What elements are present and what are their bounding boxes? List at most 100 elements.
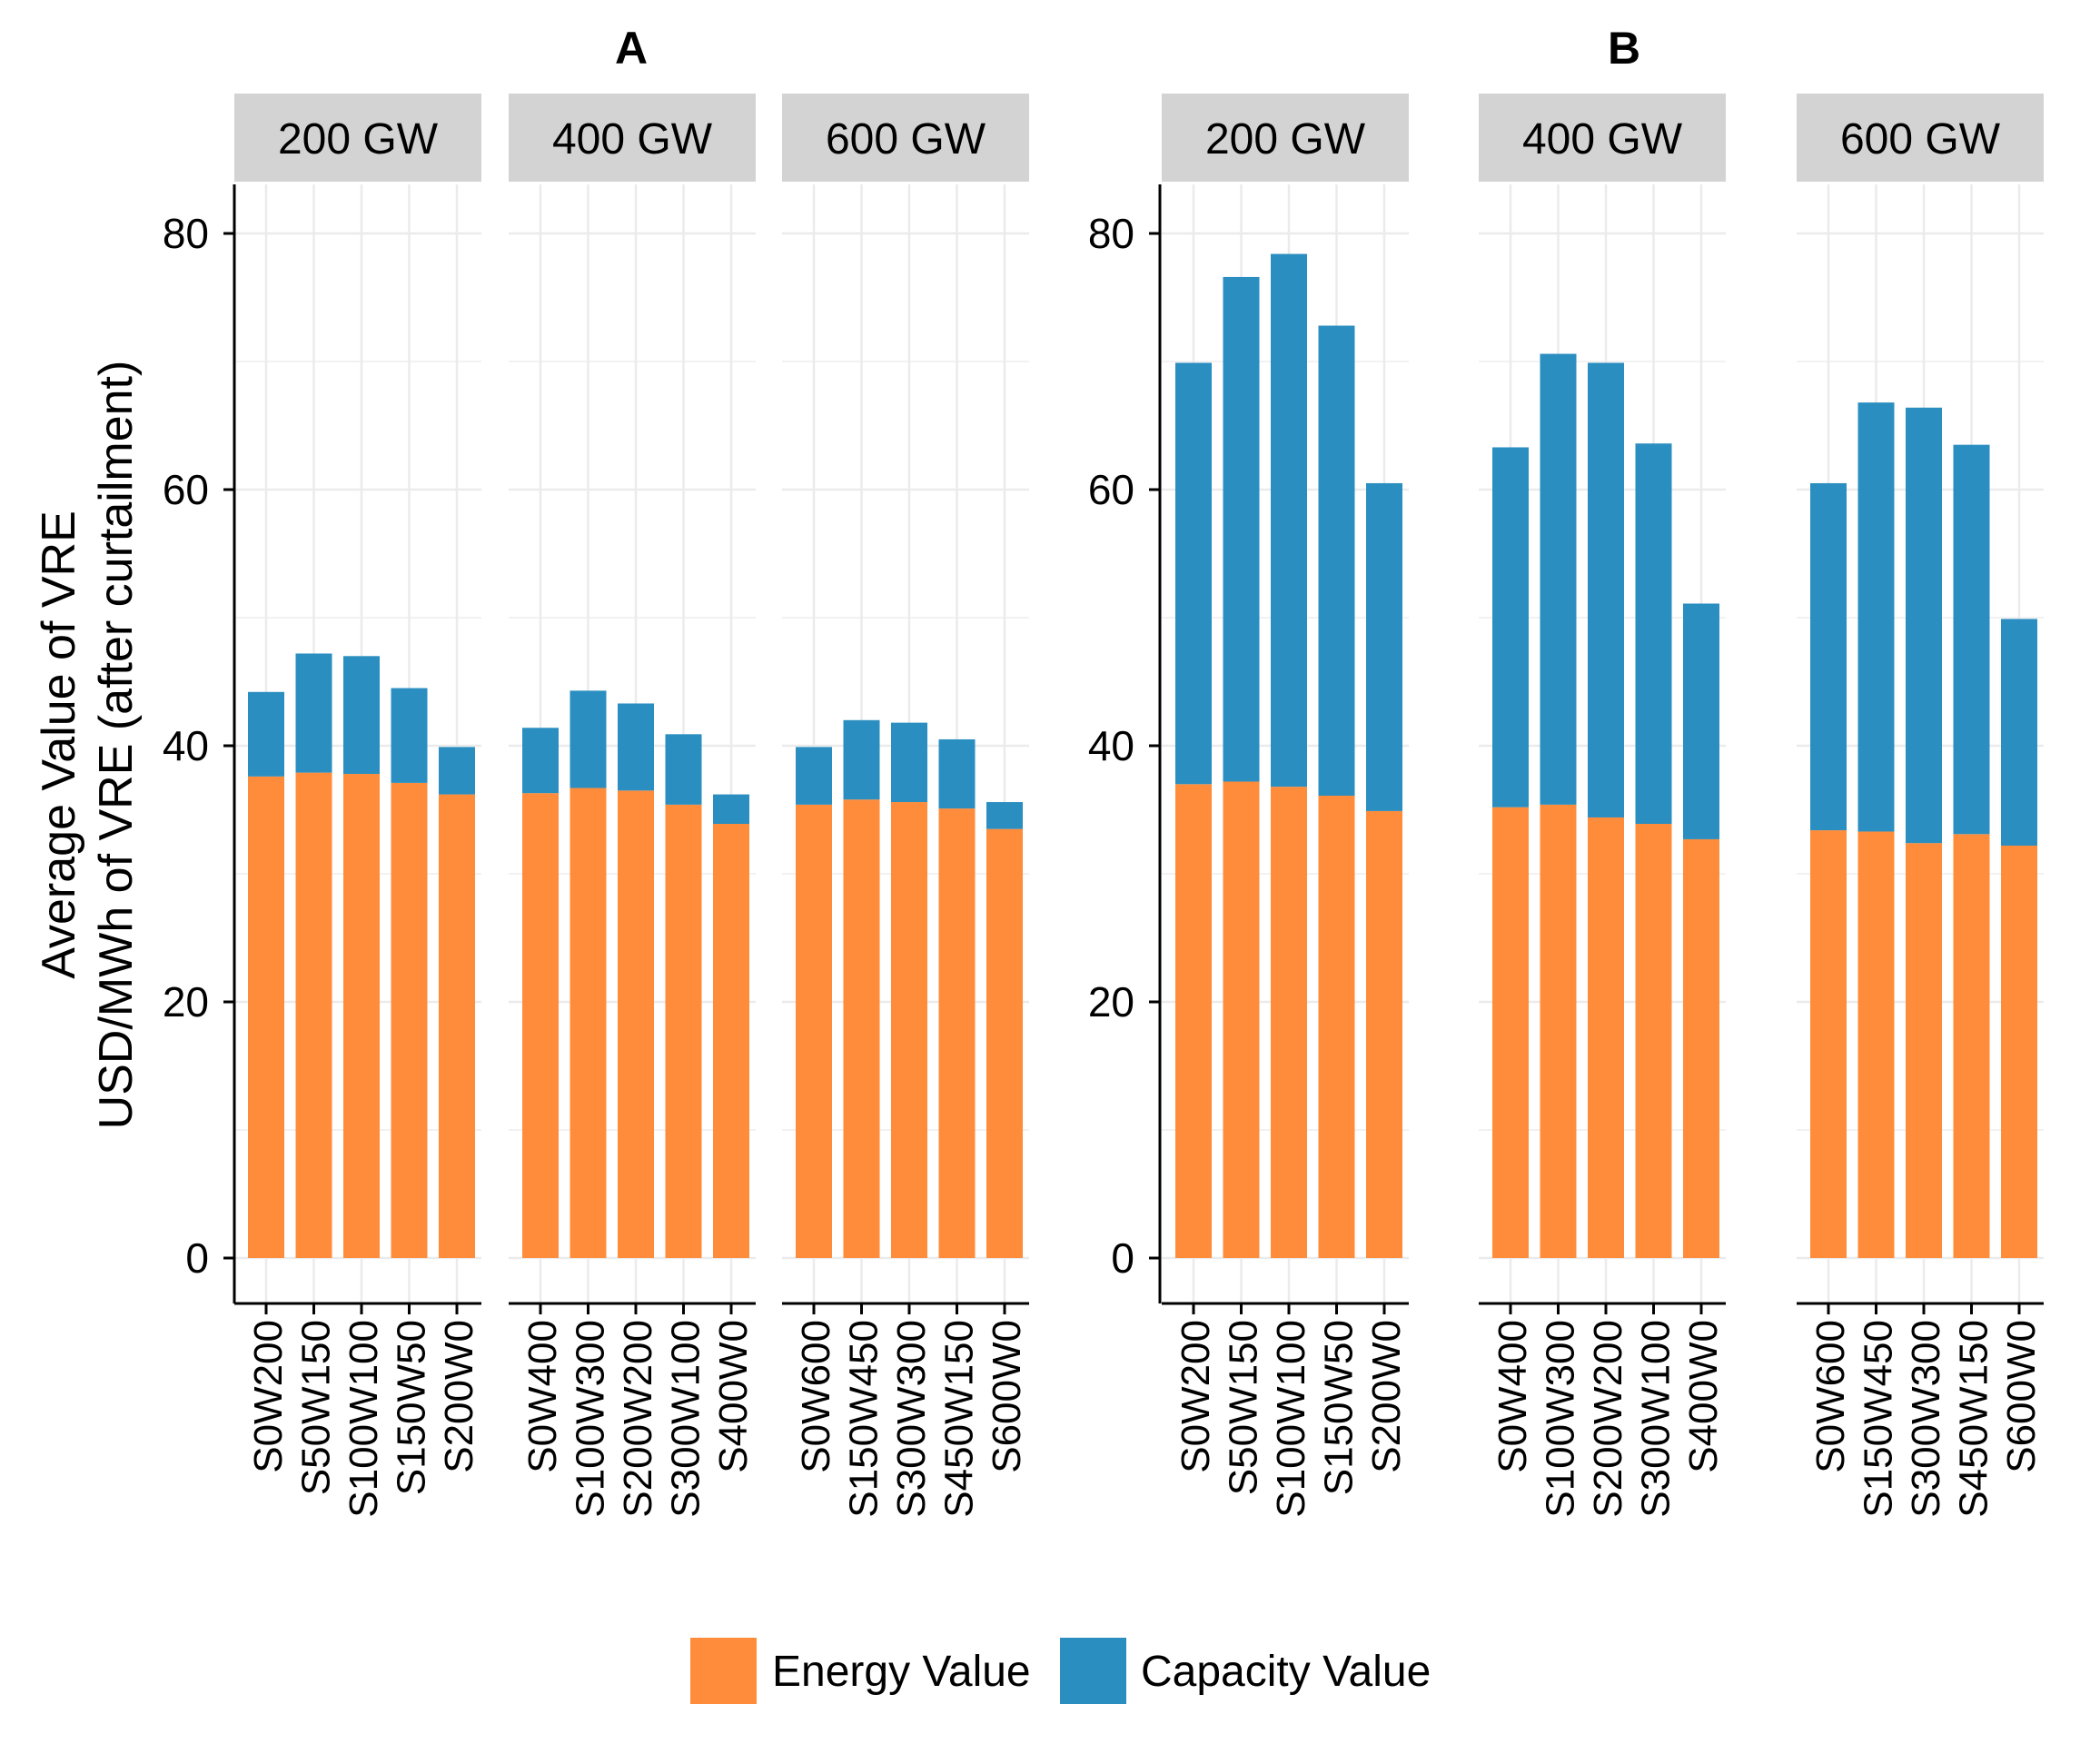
bar-energy-value (570, 788, 607, 1258)
bar-energy-value (1683, 838, 1719, 1258)
bar-energy-value (522, 793, 559, 1258)
bar-capacity-value (1492, 447, 1529, 808)
facet-strip (1797, 94, 2044, 182)
bar-energy-value (2001, 845, 2037, 1258)
facet-strip (509, 94, 756, 182)
facet-strip-label: 400 GW (552, 115, 713, 164)
bar-energy-value (1318, 795, 1355, 1258)
x-tick-label: S150W50 (390, 1320, 434, 1495)
bar-capacity-value (796, 747, 832, 805)
bar-energy-value (1366, 810, 1402, 1258)
x-tick-label: S300W300 (889, 1320, 934, 1518)
bar-capacity-value (891, 722, 927, 803)
bar-capacity-value (713, 794, 749, 825)
bar-energy-value (1540, 804, 1577, 1258)
x-tick-label: S400W0 (1681, 1320, 1726, 1473)
x-tick-label: S300W100 (664, 1320, 708, 1518)
bar-capacity-value (570, 690, 607, 788)
facet-strip-label: 600 GW (1840, 115, 2001, 164)
facet-strip-label: 600 GW (826, 115, 986, 164)
x-tick-label: S0W600 (794, 1320, 838, 1473)
bar-capacity-value (1588, 362, 1624, 818)
x-tick-label: S150W450 (842, 1320, 887, 1518)
bar-energy-value (665, 804, 702, 1258)
bar-energy-value (1223, 781, 1260, 1258)
panel-A: A 200 GW S0W200 S50W150 S100W100 S150W50 S200W… (163, 23, 1029, 1518)
x-tick-label: S150W450 (1857, 1320, 1901, 1518)
y-axis-title-line2: USD/MWh of VRE (after curtailment) (90, 361, 143, 1130)
facet-strip (234, 94, 481, 182)
x-tick-label: S50W150 (294, 1320, 339, 1495)
bar-capacity-value (1366, 482, 1402, 811)
x-tick-label: S200W200 (1586, 1320, 1630, 1518)
facet-strip-label: 200 GW (278, 115, 439, 164)
x-tick-label: S600W0 (1999, 1320, 2044, 1473)
facet-strip (1162, 94, 1409, 182)
facet: 600 GW S0W600 S150W450 S300W300 S450W150 S600… (782, 94, 1029, 1518)
bar-capacity-value (1318, 325, 1355, 796)
legend-swatch-capacity (1060, 1638, 1126, 1704)
bar-capacity-value (2001, 619, 2037, 846)
y-tick-label: 20 (163, 978, 209, 1026)
bar-capacity-value (843, 719, 880, 800)
bar-capacity-value (1953, 444, 1990, 835)
x-tick-label: S600W0 (985, 1320, 1029, 1473)
y-tick-label: 80 (1088, 210, 1134, 257)
x-tick-label: S300W100 (1634, 1320, 1679, 1518)
facet: 400 GW S0W400 S100W300 S200W200 S300W100 S400… (509, 94, 756, 1518)
legend: Energy Value Capacity Value (690, 1638, 1431, 1704)
bar-energy-value (713, 824, 749, 1258)
bar-capacity-value (343, 656, 380, 775)
bar-energy-value (391, 782, 428, 1258)
bar-capacity-value (295, 653, 332, 773)
bar-energy-value (295, 772, 332, 1258)
bar-capacity-value (938, 738, 976, 809)
y-tick-label: 0 (1111, 1234, 1134, 1282)
y-tick-label: 60 (163, 466, 209, 513)
y-tick-label: 40 (1088, 722, 1134, 769)
bar-energy-value (1953, 834, 1990, 1258)
panel-title: A (615, 23, 648, 74)
x-tick-label: S200W0 (437, 1320, 481, 1473)
bar-energy-value (986, 828, 1023, 1258)
bar-capacity-value (1906, 407, 1942, 844)
x-tick-label: S150W50 (1317, 1320, 1362, 1495)
y-tick-label: 0 (185, 1234, 209, 1282)
bar-capacity-value (439, 747, 475, 795)
facet-strip (1479, 94, 1726, 182)
bar-energy-value (1857, 831, 1895, 1258)
y-tick-label: 40 (163, 722, 209, 769)
x-tick-label: S0W200 (246, 1320, 291, 1473)
x-tick-label: S100W100 (342, 1320, 386, 1518)
bar-energy-value (796, 804, 832, 1258)
x-tick-label: S100W300 (569, 1320, 613, 1518)
bar-capacity-value (1540, 353, 1577, 805)
x-tick-label: S300W300 (1904, 1320, 1948, 1518)
bar-capacity-value (522, 728, 559, 794)
bar-capacity-value (1175, 362, 1212, 785)
bar-energy-value (843, 799, 880, 1258)
x-tick-label: S400W0 (711, 1320, 756, 1473)
bar-capacity-value (391, 688, 428, 783)
facet: 600 GW S0W600 S150W450 S300W300 S450W150 S600… (1797, 94, 2044, 1518)
facet: 200 GW S0W200 S50W150 S100W100 S150W50 S200W0 (1162, 94, 1409, 1518)
legend-label-energy: Energy Value (772, 1648, 1031, 1696)
bar-energy-value (1175, 784, 1212, 1258)
bar-energy-value (1810, 830, 1847, 1258)
x-tick-label: S0W400 (1491, 1320, 1535, 1473)
bar-energy-value (343, 774, 380, 1258)
facet: 200 GW S0W200 S50W150 S100W100 S150W50 S200W0 (234, 94, 481, 1518)
bar-capacity-value (1810, 482, 1847, 831)
bar-capacity-value (1271, 253, 1307, 788)
facet: 400 GW S0W400 S100W300 S200W200 S300W100 S400… (1479, 94, 1726, 1518)
bar-energy-value (248, 776, 284, 1258)
bar-energy-value (1271, 787, 1307, 1258)
panel-title: B (1608, 23, 1640, 74)
y-tick-label: 20 (1088, 978, 1134, 1026)
x-tick-label: S200W0 (1364, 1320, 1409, 1473)
legend-label-capacity: Capacity Value (1141, 1648, 1431, 1696)
bar-energy-value (891, 802, 927, 1258)
